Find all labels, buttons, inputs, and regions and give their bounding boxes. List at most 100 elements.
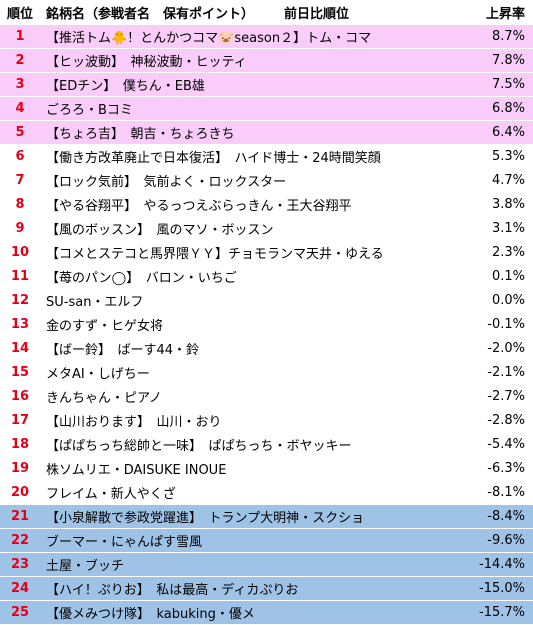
table-row: 5 【ちょろ吉】 朝吉・ちょろきち 6.4% bbox=[0, 120, 533, 145]
name-cell: 【ちょろ吉】 朝吉・ちょろきち bbox=[40, 120, 450, 145]
rank-cell: 3 bbox=[0, 72, 40, 97]
name-cell: 土屋・ブッチ bbox=[40, 552, 450, 577]
rank-cell: 20 bbox=[0, 480, 40, 505]
rate-cell: -15.0% bbox=[450, 576, 533, 601]
table-row: 17 【山川おります】 山川・おり -2.8% bbox=[0, 408, 533, 433]
rank-cell: 2 bbox=[0, 48, 40, 73]
rank-cell: 16 bbox=[0, 384, 40, 409]
rank-cell: 10 bbox=[0, 240, 40, 265]
name-cell: きんちゃん・ピアノ bbox=[40, 384, 450, 409]
table-row: 12 SU-san・エルフ 0.0% bbox=[0, 288, 533, 313]
rate-cell: -8.1% bbox=[450, 480, 533, 505]
rank-cell: 24 bbox=[0, 576, 40, 601]
rank-cell: 8 bbox=[0, 192, 40, 217]
name-cell: 【ハイ！ぷりお】 私は最高・ディカぷりお bbox=[40, 576, 450, 601]
rate-cell: 6.8% bbox=[450, 96, 533, 121]
rate-cell: 6.4% bbox=[450, 120, 533, 145]
table-row: 18 【ぱぱちっち総帥と一味】 ぱぱちっち・ボヤッキー -5.4% bbox=[0, 432, 533, 457]
table-row: 23 土屋・ブッチ -14.4% bbox=[0, 552, 533, 577]
table-row: 8 【やる谷翔平】 やるっつえぶらっきん・王大谷翔平 3.8% bbox=[0, 192, 533, 217]
rate-cell: 7.8% bbox=[450, 48, 533, 73]
name-cell: 【ぱぱちっち総帥と一味】 ぱぱちっち・ボヤッキー bbox=[40, 432, 450, 457]
table-row: 1 【推活トム🐥！とんかつコマ🐷season２】トム・コマ 8.7% bbox=[0, 24, 533, 49]
table-row: 24 【ハイ！ぷりお】 私は最高・ディカぷりお -15.0% bbox=[0, 576, 533, 601]
name-cell: ブーマー・にゃんぱす雪風 bbox=[40, 528, 450, 553]
rate-cell: 0.0% bbox=[450, 288, 533, 313]
table-row: 15 メタAI・しげちー -2.1% bbox=[0, 360, 533, 385]
table-row: 3 【EDチン】 僕ちん・EB雄 7.5% bbox=[0, 72, 533, 97]
name-cell: 金のすず・ヒゲ女将 bbox=[40, 312, 450, 337]
name-cell: SU-san・エルフ bbox=[40, 288, 450, 313]
name-cell: 【ばー鈴】 ばーす44・鈴 bbox=[40, 336, 450, 361]
name-cell: 【苺のパン◯】 バロン・いちご bbox=[40, 264, 450, 289]
table-row: 13 金のすず・ヒゲ女将 -0.1% bbox=[0, 312, 533, 337]
table-row: 7 【ロック気前】 気前よく・ロックスター 4.7% bbox=[0, 168, 533, 193]
rate-cell: -15.7% bbox=[450, 600, 533, 624]
rate-cell: -6.3% bbox=[450, 456, 533, 481]
name-cell: 【優メみつけ隊】 kabuking・優メ bbox=[40, 600, 450, 624]
rank-cell: 22 bbox=[0, 528, 40, 553]
rank-cell: 1 bbox=[0, 24, 40, 49]
name-cell: 【山川おります】 山川・おり bbox=[40, 408, 450, 433]
header-cell: 銘柄名（参戦者名 保有ポイント） bbox=[46, 6, 255, 22]
table-row: 16 きんちゃん・ピアノ -2.7% bbox=[0, 384, 533, 409]
rank-cell: 14 bbox=[0, 336, 40, 361]
rank-cell: 21 bbox=[0, 504, 40, 529]
rate-cell: 2.3% bbox=[450, 240, 533, 265]
table-row: 6 【働き方改革廃止で日本復活】 ハイド博士・24時間笑顔 5.3% bbox=[0, 144, 533, 169]
rate-cell: 0.1% bbox=[450, 264, 533, 289]
rank-cell: 13 bbox=[0, 312, 40, 337]
rate-cell: 8.7% bbox=[450, 24, 533, 49]
table-row: 10 【コメとステコと馬界隈ＹＹ】チョモランマ天井・ゆえる 2.3% bbox=[0, 240, 533, 265]
header-cell: 順位 bbox=[6, 6, 33, 22]
table-row: 21 【小泉解散で参政党躍進】 トランプ大明神・スクショ -8.4% bbox=[0, 504, 533, 529]
rank-cell: 25 bbox=[0, 600, 40, 624]
name-cell: ごろろ・Bコミ bbox=[40, 96, 450, 121]
table-row: 25 【優メみつけ隊】 kabuking・優メ -15.7% bbox=[0, 600, 533, 624]
rate-cell: -14.4% bbox=[450, 552, 533, 577]
table-body: 1 【推活トム🐥！とんかつコマ🐷season２】トム・コマ 8.7% 2 【ヒッ波動】 … bbox=[0, 24, 533, 624]
rank-cell: 9 bbox=[0, 216, 40, 241]
rate-cell: -0.1% bbox=[450, 312, 533, 337]
table-row: 9 【風のボッスン】 風のマソ・ボッスン 3.1% bbox=[0, 216, 533, 241]
rate-cell: -2.8% bbox=[450, 408, 533, 433]
rank-cell: 7 bbox=[0, 168, 40, 193]
rate-cell: -9.6% bbox=[450, 528, 533, 553]
table-row: 22 ブーマー・にゃんぱす雪風 -9.6% bbox=[0, 528, 533, 553]
rank-cell: 17 bbox=[0, 408, 40, 433]
rate-cell: -5.4% bbox=[450, 432, 533, 457]
name-cell: 【働き方改革廃止で日本復活】 ハイド博士・24時間笑顔 bbox=[40, 144, 450, 169]
table-row: 2 【ヒッ波動】 神秘波動・ヒッティ 7.8% bbox=[0, 48, 533, 73]
rank-cell: 4 bbox=[0, 96, 40, 121]
rate-cell: 4.7% bbox=[450, 168, 533, 193]
name-cell: 【風のボッスン】 風のマソ・ボッスン bbox=[40, 216, 450, 241]
rate-cell: 7.5% bbox=[450, 72, 533, 97]
rate-cell: -2.7% bbox=[450, 384, 533, 409]
header-row: 順位 銘柄名（参戦者名 保有ポイント） 前日比順位 上昇率 bbox=[0, 0, 533, 25]
rate-cell: -2.0% bbox=[450, 336, 533, 361]
name-cell: メタAI・しげちー bbox=[40, 360, 450, 385]
rank-cell: 5 bbox=[0, 120, 40, 145]
table-row: 20 フレイム・新人やくざ -8.1% bbox=[0, 480, 533, 505]
name-cell: 【ヒッ波動】 神秘波動・ヒッティ bbox=[40, 48, 450, 73]
table-row: 4 ごろろ・Bコミ 6.8% bbox=[0, 96, 533, 121]
name-cell: 【やる谷翔平】 やるっつえぶらっきん・王大谷翔平 bbox=[40, 192, 450, 217]
rank-cell: 12 bbox=[0, 288, 40, 313]
rate-cell: 3.8% bbox=[450, 192, 533, 217]
name-cell: 【EDチン】 僕ちん・EB雄 bbox=[40, 72, 450, 97]
name-cell: 株ソムリエ・DAISUKE INOUE bbox=[40, 456, 450, 481]
table-row: 19 株ソムリエ・DAISUKE INOUE -6.3% bbox=[0, 456, 533, 481]
name-cell: 【推活トム🐥！とんかつコマ🐷season２】トム・コマ bbox=[40, 24, 450, 49]
rank-cell: 18 bbox=[0, 432, 40, 457]
name-cell: 【コメとステコと馬界隈ＹＹ】チョモランマ天井・ゆえる bbox=[40, 240, 450, 265]
rank-cell: 15 bbox=[0, 360, 40, 385]
rank-cell: 23 bbox=[0, 552, 40, 577]
rank-cell: 11 bbox=[0, 264, 40, 289]
table-row: 14 【ばー鈴】 ばーす44・鈴 -2.0% bbox=[0, 336, 533, 361]
rate-cell: 3.1% bbox=[450, 216, 533, 241]
header-cell: 前日比順位 bbox=[284, 6, 350, 22]
rate-cell: -2.1% bbox=[450, 360, 533, 385]
rank-cell: 6 bbox=[0, 144, 40, 169]
